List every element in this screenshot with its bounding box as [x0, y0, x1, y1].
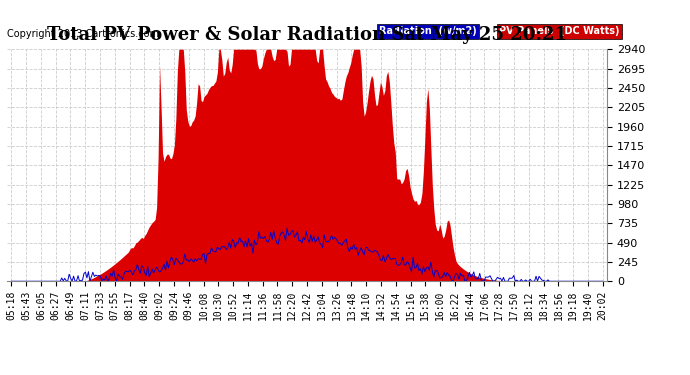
Text: PV Panels  (DC Watts): PV Panels (DC Watts) — [499, 26, 620, 36]
Text: Copyright 2013 Cartronics.com: Copyright 2013 Cartronics.com — [7, 30, 159, 39]
Text: Radiation  (w/m2): Radiation (w/m2) — [379, 26, 477, 36]
Title: Total PV Power & Solar Radiation Sat May 25 20:21: Total PV Power & Solar Radiation Sat May… — [47, 26, 567, 44]
